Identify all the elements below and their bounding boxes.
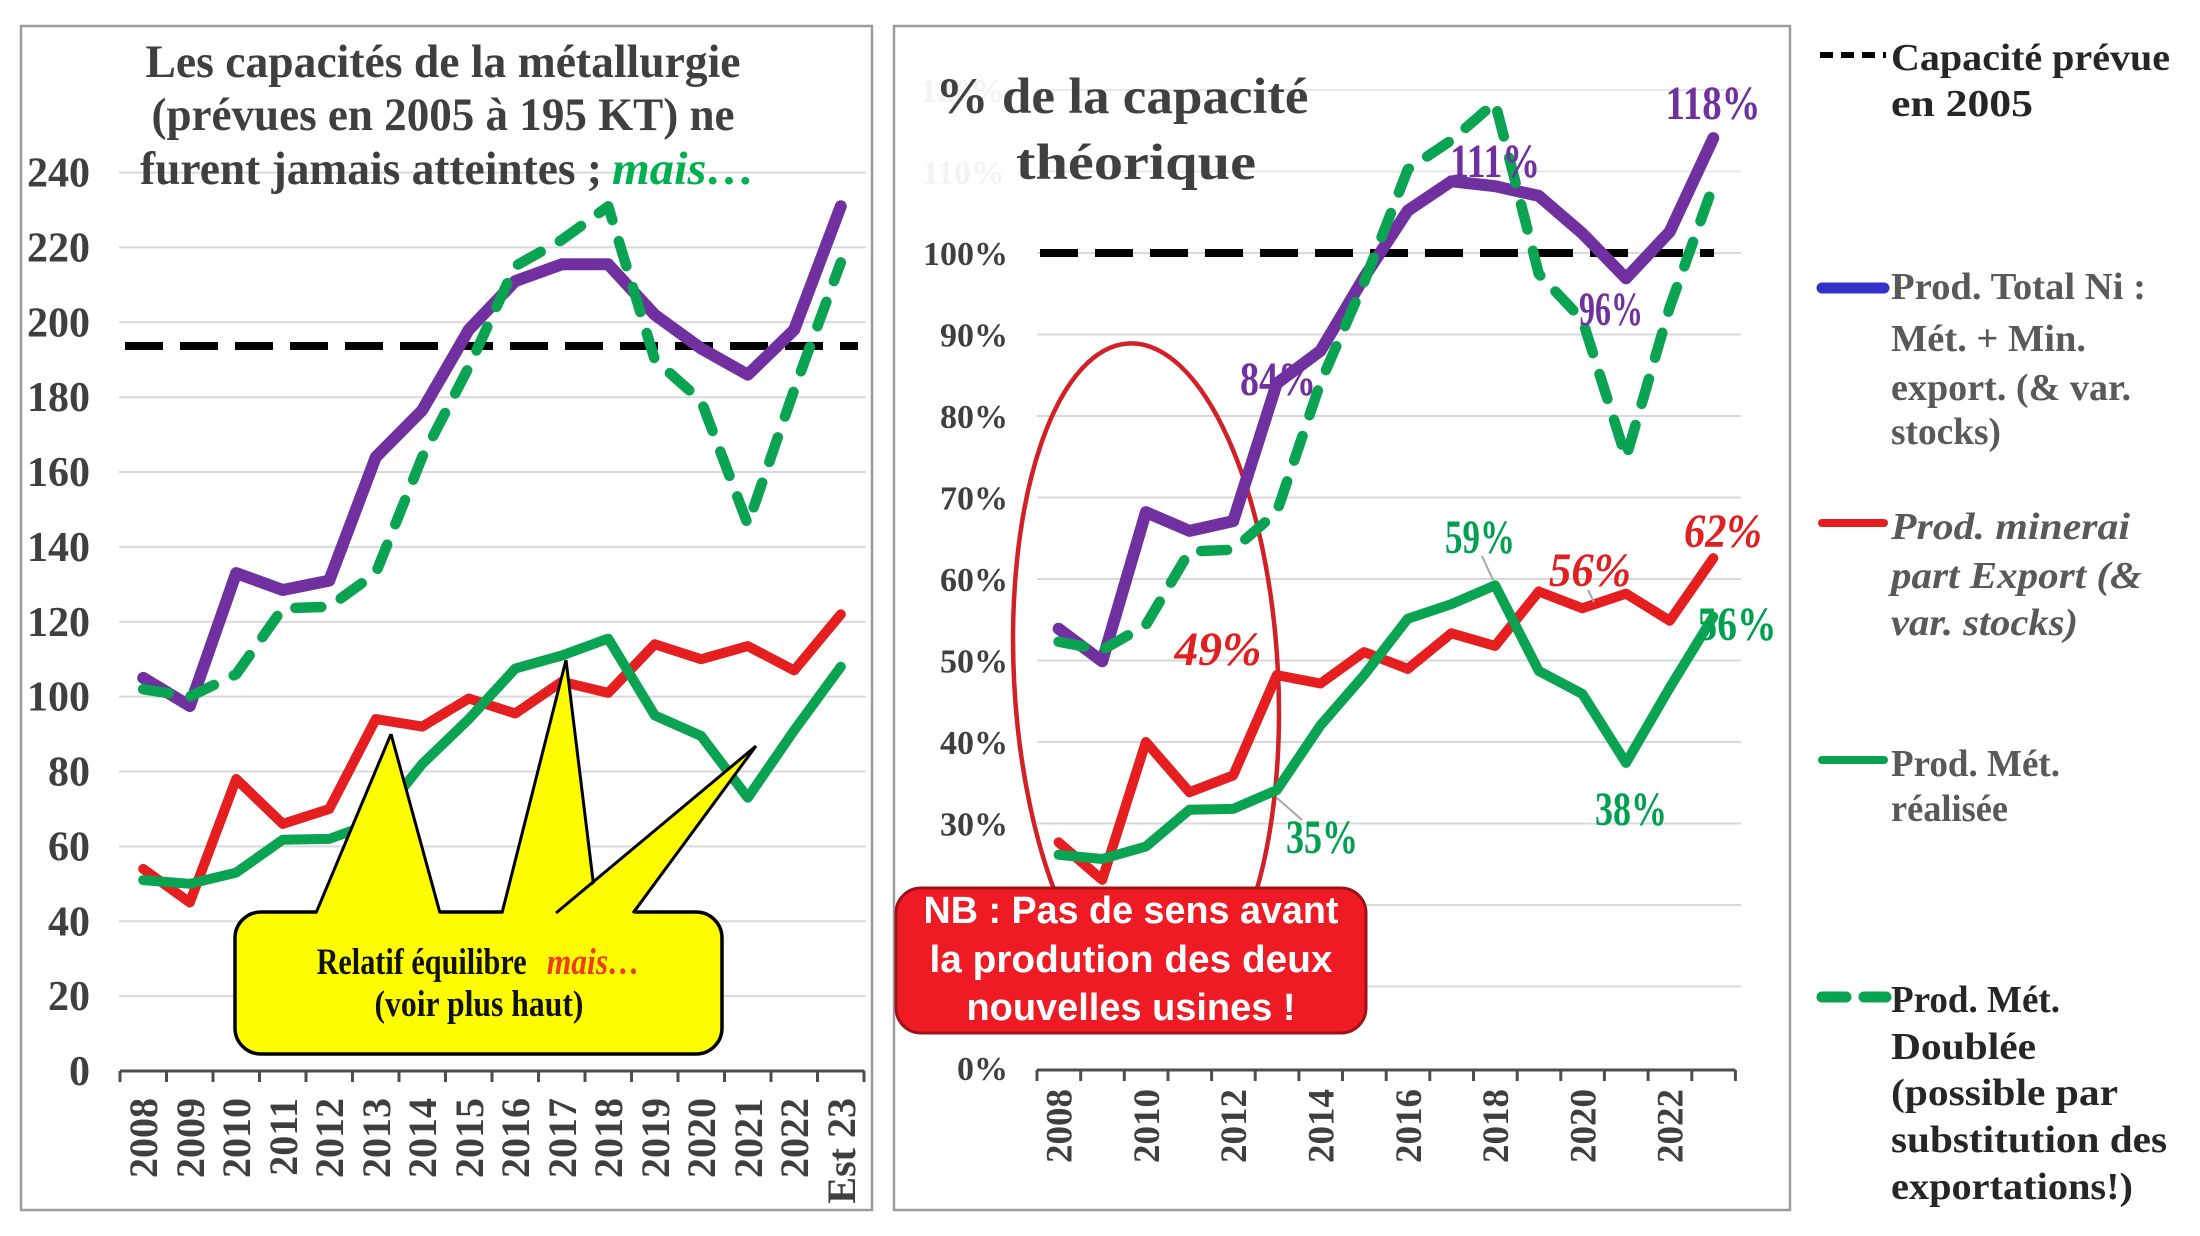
svg-text:2018: 2018 [586, 1098, 631, 1178]
svg-text:2020: 2020 [679, 1098, 724, 1178]
svg-text:40%: 40% [940, 725, 1008, 762]
svg-text:84%: 84% [1240, 353, 1316, 406]
svg-text:120: 120 [27, 600, 90, 646]
svg-text:96%: 96% [1579, 283, 1643, 336]
svg-text:240: 240 [27, 151, 90, 197]
svg-text:140: 140 [27, 525, 90, 571]
svg-text:2014: 2014 [1302, 1089, 1343, 1163]
svg-text:2022: 2022 [1651, 1089, 1692, 1163]
svg-text:substitution des: substitution des [1891, 1119, 2167, 1161]
svg-text:2020: 2020 [1563, 1089, 1604, 1163]
svg-text:90%: 90% [940, 318, 1008, 355]
svg-text:(voir plus haut): (voir plus haut) [375, 984, 584, 1025]
svg-text:56%: 56% [1698, 598, 1777, 651]
svg-text:70%: 70% [940, 481, 1008, 518]
svg-text:2018: 2018 [1476, 1089, 1517, 1163]
svg-text:2021: 2021 [726, 1098, 771, 1178]
svg-text:2016: 2016 [493, 1098, 538, 1178]
svg-text:stocks): stocks) [1891, 411, 2001, 453]
svg-text:2019: 2019 [633, 1098, 678, 1178]
svg-text:var. stocks): var. stocks) [1891, 602, 2078, 644]
svg-text:Relatif équilibre: Relatif équilibre [317, 942, 527, 983]
svg-text:40: 40 [48, 899, 90, 945]
svg-text:en 2005: en 2005 [1891, 83, 2033, 125]
svg-text:30%: 30% [940, 807, 1008, 844]
svg-text:2017: 2017 [540, 1098, 585, 1178]
svg-text:118%: 118% [1666, 77, 1761, 130]
svg-text:part Export (&: part Export (& [1888, 555, 2143, 597]
svg-text:nouvelles usines !: nouvelles usines ! [967, 987, 1296, 1029]
svg-text:(prévues en 2005 à 195 KT) ne: (prévues en 2005 à 195 KT) ne [152, 89, 735, 141]
svg-text:80: 80 [48, 750, 90, 796]
svg-text:0: 0 [69, 1049, 90, 1095]
svg-text:49%: 49% [1174, 623, 1262, 676]
svg-text:220: 220 [27, 225, 90, 271]
svg-text:2014: 2014 [400, 1098, 445, 1178]
svg-text:50%: 50% [940, 644, 1008, 681]
svg-text:2013: 2013 [354, 1098, 399, 1178]
svg-text:60%: 60% [940, 562, 1008, 599]
svg-text:2022: 2022 [772, 1098, 817, 1178]
svg-text:Doublée: Doublée [1891, 1026, 2036, 1068]
svg-text:35%: 35% [1286, 811, 1358, 864]
svg-text:2012: 2012 [307, 1098, 352, 1178]
svg-text:2012: 2012 [1214, 1089, 1255, 1163]
svg-text:100: 100 [27, 675, 90, 721]
svg-text:2015: 2015 [447, 1098, 492, 1178]
svg-text:100%: 100% [923, 236, 1008, 273]
svg-text:160: 160 [27, 450, 90, 496]
svg-text:2011: 2011 [261, 1098, 306, 1176]
svg-text:59%: 59% [1445, 511, 1515, 564]
svg-text:62%: 62% [1684, 505, 1762, 558]
svg-text:Prod. Mét.: Prod. Mét. [1891, 743, 2060, 785]
svg-text:2016: 2016 [1389, 1089, 1430, 1163]
svg-text:mais…: mais… [612, 143, 755, 195]
svg-text:Prod. minerai: Prod. minerai [1890, 506, 2131, 548]
svg-text:120%: 120% [920, 73, 1005, 110]
svg-text:NB : Pas de sens avant: NB : Pas de sens avant [924, 890, 1339, 932]
svg-text:réalisée: réalisée [1891, 788, 2008, 830]
svg-text:0%: 0% [957, 1051, 1008, 1088]
svg-text:théorique: théorique [1016, 135, 1256, 191]
svg-text:Les capacités de la métallurgi: Les capacités de la métallurgie [146, 36, 741, 88]
svg-text:56%: 56% [1549, 544, 1631, 597]
svg-text:la prodution des deux: la prodution des deux [930, 939, 1333, 981]
svg-text:Mét. + Min.: Mét. + Min. [1891, 318, 2086, 360]
svg-text:% de la capacité: % de la capacité [936, 69, 1309, 125]
svg-text:200: 200 [27, 300, 90, 346]
svg-text:180: 180 [27, 375, 90, 421]
svg-text:111%: 111% [1450, 135, 1540, 188]
svg-text:(possible par: (possible par [1891, 1072, 2118, 1114]
svg-text:Prod. Mét.: Prod. Mét. [1891, 979, 2060, 1021]
svg-text:exportations!): exportations!) [1891, 1166, 2133, 1208]
svg-text:80%: 80% [940, 399, 1008, 436]
svg-text:60: 60 [48, 824, 90, 870]
svg-text:Capacité prévue: Capacité prévue [1891, 37, 2170, 79]
svg-text:mais…: mais… [547, 942, 640, 983]
svg-text:110%: 110% [922, 155, 1005, 192]
svg-text:2010: 2010 [214, 1098, 259, 1178]
svg-text:38%: 38% [1595, 783, 1667, 836]
svg-text:export. (& var.: export. (& var. [1891, 367, 2131, 409]
svg-text:furent jamais atteintes ;: furent jamais atteintes ; [140, 143, 602, 195]
svg-text:20: 20 [48, 974, 90, 1020]
svg-text:Est 23: Est 23 [819, 1098, 864, 1204]
svg-text:2008: 2008 [121, 1098, 166, 1178]
svg-text:Prod. Total Ni :: Prod. Total Ni : [1891, 266, 2146, 308]
svg-text:2010: 2010 [1127, 1089, 1168, 1163]
svg-text:2009: 2009 [168, 1098, 213, 1178]
svg-text:2008: 2008 [1040, 1089, 1081, 1163]
